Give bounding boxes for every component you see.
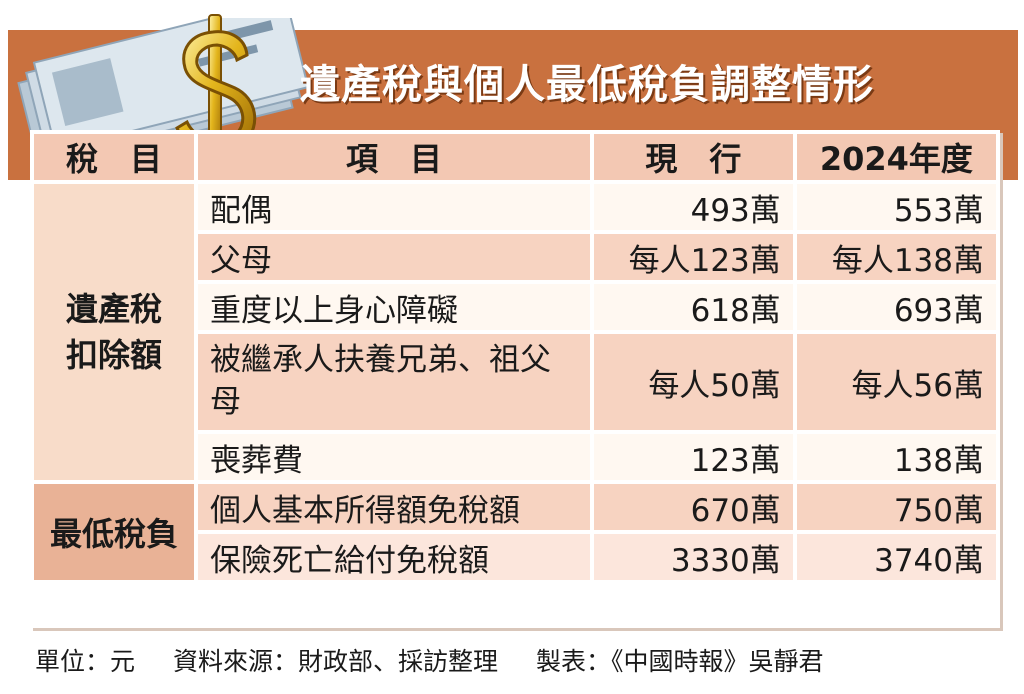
row-item: 保險死亡給付免稅額: [198, 534, 591, 580]
row-current: 每人50萬: [594, 334, 793, 430]
row-current: 每人123萬: [594, 234, 793, 280]
row-item: 父母: [198, 234, 591, 280]
footer-unit: 單位：元: [35, 647, 136, 676]
row-new: 750萬: [796, 484, 996, 530]
row-new: 3740萬: [796, 534, 996, 580]
table-row: 保險死亡給付免稅額 3330萬 3740萬: [34, 534, 996, 580]
row-current: 123萬: [594, 434, 793, 480]
header-current: 現 行: [594, 134, 793, 180]
row-new: 553萬: [796, 184, 996, 230]
footer-source: 資料來源：財政部、採訪整理: [172, 647, 498, 676]
row-item: 配偶: [198, 184, 591, 230]
table-row: 喪葬費 123萬 138萬: [34, 434, 996, 480]
row-new: 每人56萬: [796, 334, 996, 430]
page-title: 遺產稅與個人最低稅負調整情形: [300, 62, 874, 108]
row-item: 被繼承人扶養兄弟、祖父母: [198, 334, 591, 430]
row-current: 670萬: [594, 484, 793, 530]
table-row: 父母 每人123萬 每人138萬: [34, 234, 996, 280]
header-category: 稅 目: [34, 134, 194, 180]
row-current: 618萬: [594, 284, 793, 330]
category-estate-tax: 遺產稅 扣除額: [34, 184, 194, 480]
row-current: 3330萬: [594, 534, 793, 580]
tax-table: 稅 目 項 目 現 行 2024年度 遺產稅 扣除額 配偶 493萬 553萬 …: [30, 130, 1000, 584]
category-label: 遺產稅 扣除額: [65, 289, 162, 374]
table-row: 最低稅負 個人基本所得額免稅額 670萬 750萬: [34, 484, 996, 580]
footer: 單位：元 資料來源：財政部、採訪整理 製表：《中國時報》吳靜君: [35, 640, 1015, 684]
row-new: 693萬: [796, 284, 996, 330]
row-new: 138萬: [796, 434, 996, 480]
row-item: 喪葬費: [198, 434, 591, 480]
header-new: 2024年度: [796, 134, 996, 180]
row-current: 493萬: [594, 184, 793, 230]
footer-credit: 製表：《中國時報》吳靜君: [535, 647, 824, 676]
table-row: 被繼承人扶養兄弟、祖父母 每人50萬 每人56萬: [34, 334, 996, 430]
row-item: 個人基本所得額免稅額: [198, 484, 591, 530]
table-row: 重度以上身心障礙 618萬 693萬: [34, 284, 996, 330]
category-minimum-tax: 最低稅負: [34, 484, 194, 580]
row-item: 重度以上身心障礙: [198, 284, 591, 330]
row-new: 每人138萬: [796, 234, 996, 280]
header-item: 項 目: [198, 134, 591, 180]
table-row: 遺產稅 扣除額 配偶 493萬 553萬: [34, 184, 996, 480]
